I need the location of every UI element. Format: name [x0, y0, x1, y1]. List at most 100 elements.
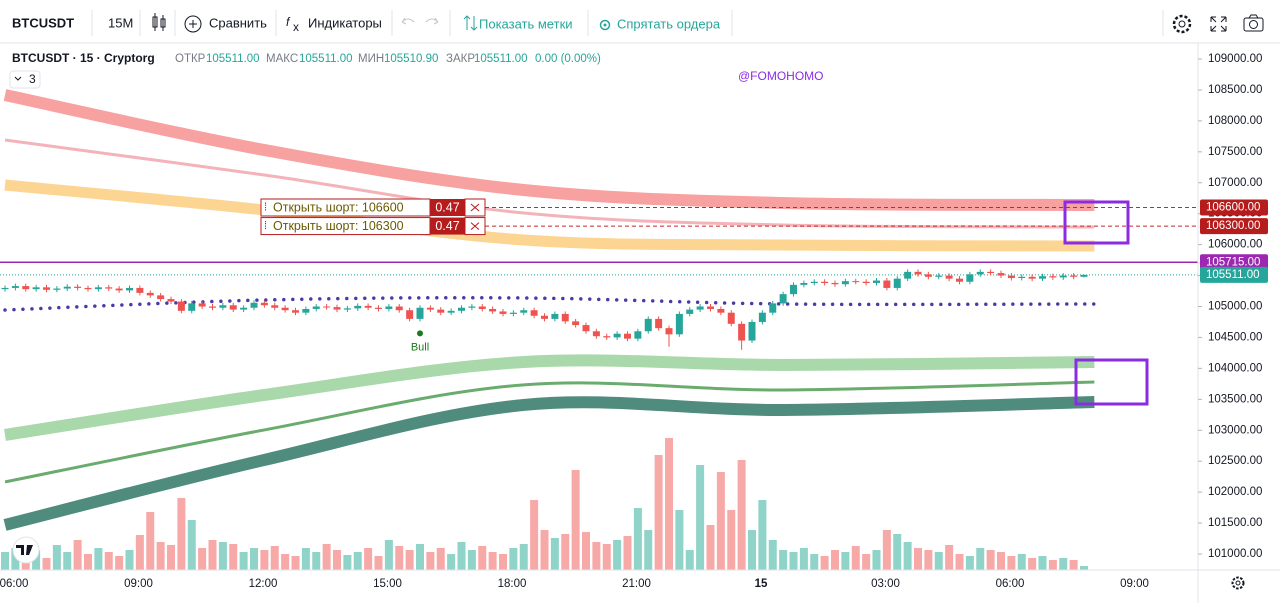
volume-bar: [768, 540, 777, 570]
volume-bar: [167, 545, 175, 570]
volume-bar: [353, 552, 362, 570]
candle-body: [250, 302, 258, 308]
candle-body: [499, 311, 507, 314]
volume-bar: [488, 552, 497, 570]
volume-bar: [986, 550, 995, 570]
order-cancel-icon[interactable]: [470, 222, 480, 230]
order-label: Открыть шорт: 106600: [273, 200, 404, 214]
fx-icon[interactable]: f: [286, 15, 291, 29]
volume-bar: [716, 472, 725, 570]
volume-bar: [281, 554, 290, 570]
candle-body: [758, 312, 766, 322]
settings-icon[interactable]: [1231, 576, 1245, 590]
order-cancel-icon[interactable]: [470, 203, 480, 212]
compare-icon[interactable]: [184, 15, 202, 33]
volume-bar: [862, 554, 871, 570]
candle-body: [1028, 276, 1036, 279]
chart-layer: Bull: [0, 89, 1198, 570]
volume-bar: [270, 546, 279, 570]
candle-body: [852, 281, 860, 283]
x-tick-label: 09:00: [1120, 578, 1149, 590]
candle-body: [240, 307, 248, 310]
volume-bar: [882, 530, 891, 570]
volume-bar: [706, 525, 715, 570]
y-tick-label: 104500.00: [1208, 331, 1262, 343]
volume-bar: [665, 438, 673, 570]
volume-bar: [125, 550, 134, 570]
candle-body: [458, 307, 465, 311]
screenshot-icon[interactable]: [1243, 14, 1264, 32]
volume-bar: [779, 550, 788, 570]
order-qty-box: [430, 217, 465, 235]
indicators-toggle[interactable]: [9, 70, 41, 89]
volume-bar: [198, 548, 207, 570]
volume-bar: [1, 552, 9, 570]
undo-icon[interactable]: [401, 17, 415, 25]
candle-body: [727, 312, 735, 324]
candle-body: [769, 303, 777, 313]
volume-bar: [467, 550, 476, 570]
hide-orders-button[interactable]: Спрятать ордера: [617, 16, 721, 31]
y-tick-label: 101500.00: [1208, 517, 1262, 529]
candle-body: [551, 313, 559, 319]
indicators-count[interactable]: 3: [29, 72, 36, 86]
legend-low-label: МИН: [358, 53, 384, 65]
candle-body: [84, 287, 92, 290]
candle-body: [655, 318, 663, 329]
volume-bar: [571, 470, 580, 570]
candle-body: [810, 281, 818, 283]
volume-bar: [1080, 566, 1088, 570]
candle-body: [146, 292, 154, 296]
last-price-label-bg: [1200, 266, 1268, 283]
indicator-band: [3, 89, 1095, 212]
candle-body: [385, 306, 393, 309]
volume-bar: [84, 554, 92, 570]
candle-type-icon[interactable]: [152, 13, 166, 31]
volume-bar: [1028, 558, 1037, 570]
candle-body: [22, 286, 30, 290]
y-tick-label: 109000.00: [1208, 53, 1262, 65]
redo-icon[interactable]: [425, 17, 439, 25]
orders-icon[interactable]: [599, 19, 611, 31]
settings-icon[interactable]: [1172, 14, 1192, 34]
candle-body: [893, 278, 901, 288]
volume-bar: [633, 508, 642, 570]
candle-body: [644, 318, 652, 332]
volume-bar: [260, 550, 269, 570]
order-axis-label: 106600.00: [1206, 202, 1260, 214]
x-tick-label: 21:00: [622, 578, 651, 590]
candle-body: [271, 305, 279, 308]
candle-body: [748, 321, 756, 341]
volume-bar: [343, 555, 352, 570]
candle-body: [323, 306, 331, 308]
interval[interactable]: 15М: [108, 15, 133, 30]
volume-bar: [685, 550, 694, 570]
volume-bar: [561, 534, 570, 570]
candle-body: [717, 308, 725, 313]
volume-bar: [509, 548, 518, 570]
candle-body: [136, 287, 144, 293]
candle-body: [1080, 274, 1088, 277]
volume-bar: [1007, 556, 1016, 570]
marks-icon[interactable]: [463, 15, 478, 31]
candle-body: [696, 306, 704, 310]
volume-bar: [1059, 558, 1068, 570]
symbol[interactable]: BTCUSDT: [12, 15, 74, 30]
y-tick-label: 104000.00: [1208, 362, 1262, 374]
show-marks-button[interactable]: Показать метки: [479, 16, 573, 31]
orders-icon[interactable]: [603, 23, 607, 27]
indicator-band: [4, 138, 1095, 229]
candle-body: [883, 280, 891, 288]
candle-body: [406, 310, 414, 319]
volume-bar: [540, 530, 549, 570]
volume-bar: [229, 544, 238, 570]
fullscreen-icon[interactable]: [1210, 16, 1227, 32]
compare-button[interactable]: Сравнить: [209, 15, 267, 30]
candle-body: [32, 287, 40, 290]
chevron-icon[interactable]: [14, 76, 22, 81]
candle-body: [375, 307, 382, 309]
fx-icon[interactable]: x: [293, 20, 299, 34]
volume-bar: [457, 542, 466, 570]
candle-body: [177, 301, 185, 311]
indicators-button[interactable]: Индикаторы: [308, 15, 382, 30]
